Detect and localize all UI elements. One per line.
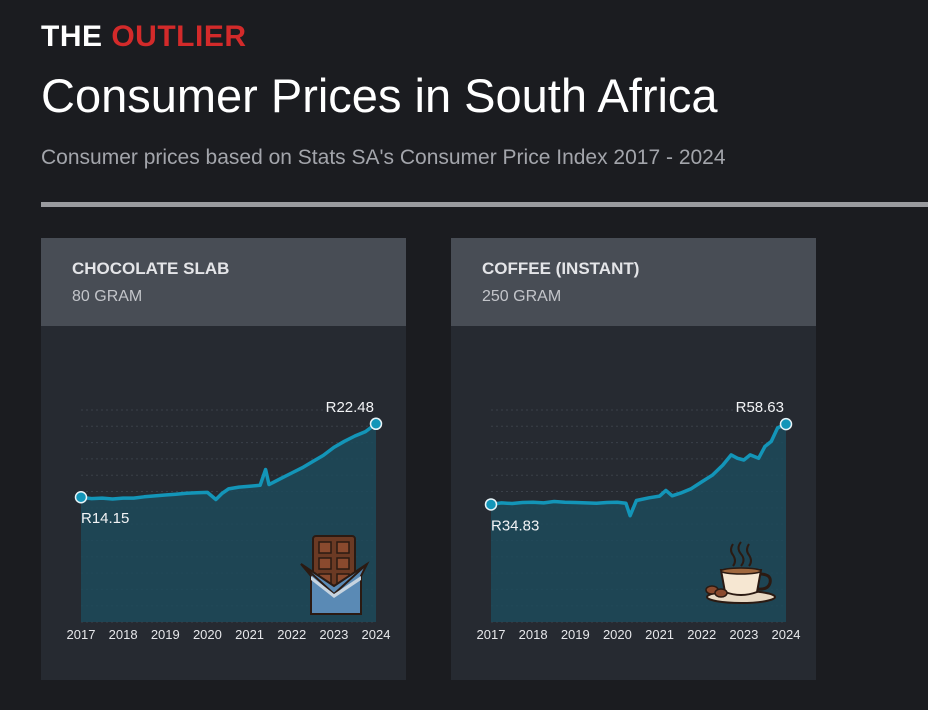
x-tick-label: 2019: [561, 627, 590, 642]
x-tick-label: 2017: [477, 627, 506, 642]
x-tick-label: 2020: [193, 627, 222, 642]
x-tick-label: 2024: [362, 627, 391, 642]
product-unit: 250 GRAM: [482, 288, 562, 305]
price-chart-coffee: 2017 2018 2019 2020 2021 2022 2023 2024 R34.83 R…: [477, 399, 801, 642]
product-name: CHOCOLATE SLAB: [72, 259, 230, 278]
product-unit: 80 GRAM: [72, 288, 143, 305]
x-tick-label: 2023: [729, 627, 758, 642]
card-header: COFFEE (INSTANT) 250 GRAM: [451, 238, 816, 326]
x-tick-label: 2024: [772, 627, 801, 642]
brand-part-1: THE: [41, 20, 103, 53]
price-line: [80, 422, 378, 502]
x-tick-label: 2019: [151, 627, 180, 642]
end-point: [369, 417, 383, 431]
start-value-label: R14.15: [81, 510, 129, 527]
end-point: [779, 417, 793, 431]
page-subtitle: Consumer prices based on Stats SA's Cons…: [41, 146, 726, 169]
brand-logo: THE OUTLIER: [41, 20, 247, 54]
x-tick-label: 2022: [687, 627, 716, 642]
start-point: [484, 498, 498, 511]
end-value-label: R22.48: [326, 399, 374, 416]
x-tick-label: 2018: [109, 627, 138, 642]
brand-part-2: OUTLIER: [111, 20, 247, 53]
price-area: [81, 423, 376, 622]
x-tick-label: 2018: [519, 627, 548, 642]
product-name: COFFEE (INSTANT): [482, 259, 640, 278]
chocolate-bar-icon: [300, 535, 370, 615]
card-header: CHOCOLATE SLAB 80 GRAM: [41, 238, 406, 326]
end-value-label: R58.63: [736, 399, 784, 416]
page-title: Consumer Prices in South Africa: [41, 69, 718, 122]
price-area: [491, 424, 786, 622]
x-tick-label: 2020: [603, 627, 632, 642]
x-tick-label: 2017: [67, 627, 96, 642]
price-chart-chocolate: 2017 2018 2019 2020 2021 2022 2023 2024 R14.15 R…: [67, 399, 391, 642]
chart-card-chocolate: CHOCOLATE SLAB 80 GRAM 2017 2018 2019 2020 2…: [41, 238, 406, 680]
header-divider: [41, 202, 928, 207]
x-tick-label: 2021: [235, 627, 264, 642]
start-value-label: R34.83: [491, 517, 539, 534]
x-tick-label: 2021: [645, 627, 674, 642]
price-line: [490, 422, 787, 518]
x-tick-label: 2022: [277, 627, 306, 642]
x-tick-label: 2023: [319, 627, 348, 642]
coffee-cup-icon: [705, 541, 776, 604]
start-point: [74, 490, 88, 504]
chart-card-coffee: COFFEE (INSTANT) 250 GRAM 2017 2018 2019 20…: [451, 238, 816, 680]
